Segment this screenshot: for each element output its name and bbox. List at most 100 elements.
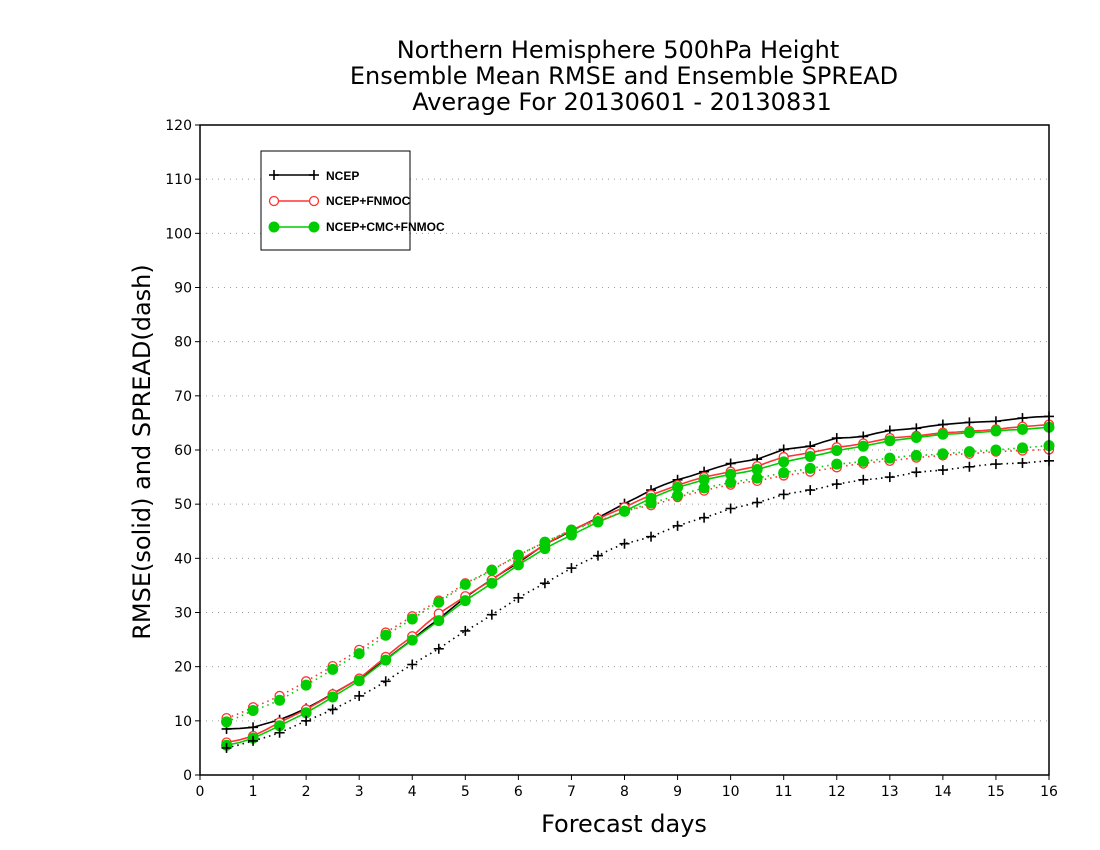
chart-title-line-2: Ensemble Mean RMSE and Ensemble SPREAD bbox=[350, 62, 898, 90]
chart-title-line-3: Average For 20130601 - 20130831 bbox=[412, 88, 832, 116]
chart-title: Northern Hemisphere 500hPa Height Ensemb… bbox=[350, 36, 898, 116]
x-tick-label: 0 bbox=[196, 784, 205, 800]
data-point bbox=[221, 742, 232, 753]
legend-marker bbox=[268, 221, 280, 233]
data-point bbox=[300, 679, 312, 691]
data-point bbox=[327, 691, 339, 703]
data-point bbox=[804, 462, 816, 474]
data-point bbox=[963, 446, 975, 458]
y-tick-label: 0 bbox=[183, 768, 192, 784]
data-point bbox=[247, 705, 259, 717]
y-tick-label: 120 bbox=[165, 118, 192, 134]
data-point bbox=[725, 503, 736, 514]
data-point bbox=[433, 615, 445, 627]
data-point bbox=[619, 538, 630, 549]
legend-entry-sample bbox=[268, 221, 320, 233]
data-point bbox=[990, 459, 1001, 470]
data-point bbox=[380, 629, 392, 641]
series-solid-ncep-cmc-fnmoc bbox=[221, 421, 1055, 751]
data-point bbox=[1017, 413, 1028, 424]
series-line bbox=[226, 426, 1050, 746]
y-tick-label: 80 bbox=[174, 335, 192, 351]
data-point bbox=[672, 490, 684, 501]
data-point bbox=[857, 455, 869, 467]
data-point bbox=[857, 440, 869, 452]
data-point bbox=[964, 417, 975, 428]
x-axis-ticks: 0 1 2 3 4 5 6 7 8 9 10 11 12 13 14 15 16 bbox=[196, 775, 1058, 800]
data-point bbox=[937, 465, 948, 476]
x-tick-label: 1 bbox=[249, 784, 258, 800]
data-point bbox=[804, 451, 816, 462]
series-line bbox=[226, 448, 1050, 719]
data-point bbox=[486, 564, 498, 576]
data-point bbox=[353, 648, 365, 660]
legend-label-ncep: NCEP bbox=[326, 169, 359, 183]
legend-marker bbox=[308, 221, 320, 233]
data-point bbox=[646, 531, 657, 542]
data-point bbox=[592, 516, 604, 527]
data-point bbox=[248, 735, 259, 746]
data-point bbox=[751, 472, 763, 484]
y-tick-label: 40 bbox=[174, 551, 192, 567]
data-point bbox=[778, 489, 789, 500]
data-point bbox=[327, 663, 339, 675]
data-point bbox=[619, 505, 630, 517]
legend-entry-sample bbox=[269, 170, 319, 180]
y-tick-label: 100 bbox=[165, 226, 192, 242]
data-point bbox=[858, 474, 869, 485]
data-point bbox=[884, 452, 896, 464]
series-layer bbox=[221, 411, 1055, 753]
data-point bbox=[433, 596, 445, 608]
x-tick-label: 12 bbox=[828, 784, 846, 800]
data-point bbox=[831, 458, 843, 470]
legend-marker bbox=[268, 195, 280, 207]
series-dotted-ncep-fnmoc bbox=[221, 444, 1055, 724]
x-tick-label: 8 bbox=[620, 784, 629, 800]
x-tick-label: 4 bbox=[408, 784, 417, 800]
y-tick-label: 110 bbox=[165, 172, 192, 188]
data-point bbox=[327, 704, 338, 715]
legend-marker bbox=[269, 170, 279, 180]
data-point bbox=[406, 613, 418, 625]
data-point bbox=[354, 690, 365, 701]
data-point bbox=[778, 467, 790, 479]
data-point bbox=[937, 428, 949, 440]
data-point bbox=[301, 715, 312, 726]
x-tick-label: 7 bbox=[567, 784, 576, 800]
data-point bbox=[486, 609, 497, 620]
data-point bbox=[539, 578, 550, 589]
data-point bbox=[725, 477, 737, 488]
y-tick-label: 20 bbox=[174, 660, 192, 676]
data-point bbox=[752, 497, 763, 508]
y-tick-label: 60 bbox=[174, 443, 192, 459]
data-point bbox=[539, 536, 551, 548]
series-solid-ncep-fnmoc bbox=[221, 419, 1055, 748]
data-point bbox=[964, 461, 975, 472]
y-tick-label: 90 bbox=[174, 281, 192, 297]
data-point bbox=[831, 433, 842, 444]
y-tick-label: 50 bbox=[174, 497, 192, 513]
data-point bbox=[512, 549, 524, 561]
x-tick-label: 6 bbox=[514, 784, 523, 800]
data-point bbox=[486, 577, 498, 589]
data-point bbox=[380, 654, 392, 666]
data-point bbox=[911, 467, 922, 478]
data-point bbox=[248, 722, 259, 733]
data-point bbox=[990, 425, 1002, 437]
data-point bbox=[884, 472, 895, 483]
y-axis-ticks: 0 10 20 30 40 50 60 70 80 90 100 110 120 bbox=[165, 118, 200, 784]
legend: NCEP NCEP+FNMOC NCEP+CMC+FNMOC bbox=[260, 150, 445, 251]
y-tick-label: 30 bbox=[174, 606, 192, 622]
data-point bbox=[274, 694, 286, 706]
data-point bbox=[645, 497, 657, 509]
series-line bbox=[226, 415, 1050, 730]
data-point bbox=[221, 716, 233, 728]
data-point bbox=[990, 444, 1002, 456]
data-point bbox=[459, 595, 471, 607]
data-point bbox=[699, 512, 710, 523]
x-tick-label: 15 bbox=[987, 784, 1005, 800]
data-point bbox=[805, 485, 816, 496]
data-point bbox=[459, 578, 471, 590]
data-point bbox=[460, 625, 471, 636]
